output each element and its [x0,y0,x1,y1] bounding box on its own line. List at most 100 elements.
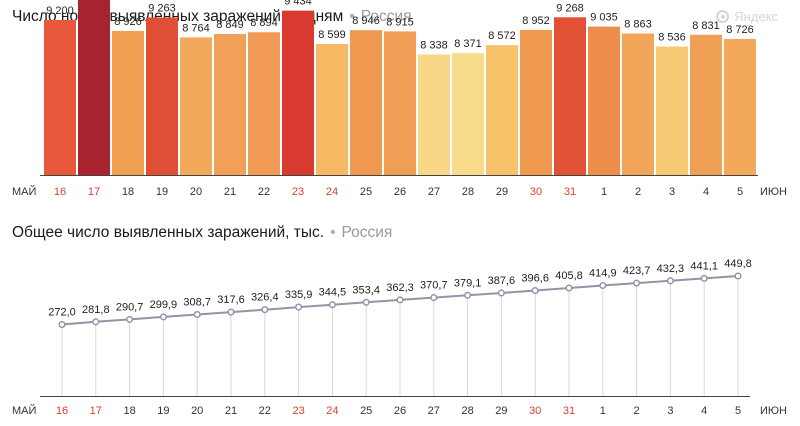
data-point-29 [497,289,505,297]
bar-25 [350,30,382,175]
bar-1 [588,26,620,175]
point-value-label: 387,6 [488,275,516,287]
data-point-16 [58,320,66,329]
title-separator-dot: • [330,224,336,241]
data-point-25 [362,298,370,306]
bar-31 [554,17,586,176]
data-point-18 [126,315,134,323]
yandex-logo-text: Яндекс [734,9,778,24]
x-tick-label: 28 [461,405,473,417]
bar-value-label: 8 946 [352,15,380,27]
x-tick-label: 21 [224,186,236,198]
data-point-28 [464,291,472,299]
point-value-label: 396,6 [521,273,549,285]
x-tick-label: 26 [394,405,406,417]
bar-29 [486,45,518,176]
total-chart-title-row: Общее число выявленных заражений, тыс. • Р… [12,224,392,242]
point-value-label: 281,8 [82,304,110,316]
bar-23 [282,10,314,176]
point-value-label: 353,4 [352,284,380,296]
x-tick-label: 18 [122,186,134,198]
bar-4 [690,34,722,176]
bar-value-label: 8 536 [658,32,686,44]
x-tick-label: 29 [495,405,507,417]
x-axis-start-label: МАЙ [12,185,36,198]
point-value-label: 432,3 [657,263,685,275]
x-tick-label: 2 [635,186,641,198]
bar-value-label: 9 434 [284,0,312,8]
data-point-23 [295,303,303,311]
bar-value-label: 9 268 [556,2,584,14]
point-value-label: 414,9 [589,268,617,280]
x-axis-end-label: ИЮН [760,186,787,198]
x-tick-label: 24 [326,186,338,198]
bar-3 [656,46,688,176]
point-value-label: 423,7 [623,265,651,277]
bar-value-label: 8 831 [692,20,720,32]
x-tick-label: 2 [634,405,640,417]
point-value-label: 441,1 [690,260,718,272]
point-value-label: 344,5 [319,287,347,299]
x-tick-label: 4 [701,405,707,417]
bar-value-label: 8 338 [420,39,448,51]
total-chart-subtitle: Россия [341,224,393,241]
bar-value-label: 8 764 [182,22,210,34]
bar-value-label: 8 726 [726,24,754,36]
data-point-26 [396,296,404,304]
point-value-label: 335,9 [285,289,313,301]
bar-value-label: 8 599 [318,29,346,41]
x-axis-end-label: ИЮН [760,405,787,417]
bar-value-label: 8 952 [522,15,550,27]
bar-21 [214,34,246,175]
point-value-label: 308,7 [183,296,211,308]
x-tick-label: 20 [191,405,203,417]
x-tick-label: 19 [156,186,168,198]
data-point-1 [599,281,607,290]
x-tick-label: 21 [225,405,237,417]
point-value-label: 290,7 [116,301,144,313]
bar-value-label: 8 572 [488,30,516,42]
bar-26 [384,31,416,176]
x-tick-label: 22 [259,405,271,417]
yandex-logo[interactable]: Яндекс [716,9,778,24]
bar-22 [248,32,280,175]
x-tick-label: 5 [735,405,741,417]
bar-value-label: 9 200 [46,5,74,17]
bar-5 [724,38,756,176]
x-tick-label: 18 [123,405,135,417]
x-tick-label: 23 [292,405,304,417]
bar-value-label: 8 849 [216,19,244,31]
bar-2 [622,33,654,176]
x-tick-label: 19 [157,405,169,417]
x-tick-label: 3 [669,186,675,198]
x-tick-label: 16 [56,405,68,417]
data-point-24 [328,301,336,309]
bar-value-label: 8 863 [624,18,652,30]
bar-value-label: 8 926 [114,16,142,28]
point-value-label: 317,6 [217,294,245,306]
point-value-label: 405,8 [555,270,583,282]
point-value-label: 362,3 [386,282,414,294]
x-tick-label: 28 [462,186,474,198]
data-point-22 [261,306,269,314]
data-point-20 [193,310,201,319]
x-tick-label: 4 [703,186,709,198]
title-separator-dot: • [349,8,355,25]
point-value-label: 272,0 [48,307,76,319]
bar-value-label: 9 263 [148,2,176,14]
data-point-5 [734,272,742,280]
bar-16 [44,20,76,175]
bar-17 [78,0,110,176]
point-value-label: 449,8 [724,258,752,270]
x-tick-label: 26 [394,186,406,198]
bar-24 [316,44,348,175]
bar-value-label: 8 915 [386,16,414,28]
total-chart-title: Общее число выявленных заражений, тыс. [12,224,325,241]
bar-19 [146,17,178,176]
x-tick-label: 27 [428,405,440,417]
x-tick-label: 30 [530,186,542,198]
x-tick-label: 31 [563,405,575,417]
data-point-27 [430,294,438,302]
point-value-label: 299,9 [150,299,178,311]
